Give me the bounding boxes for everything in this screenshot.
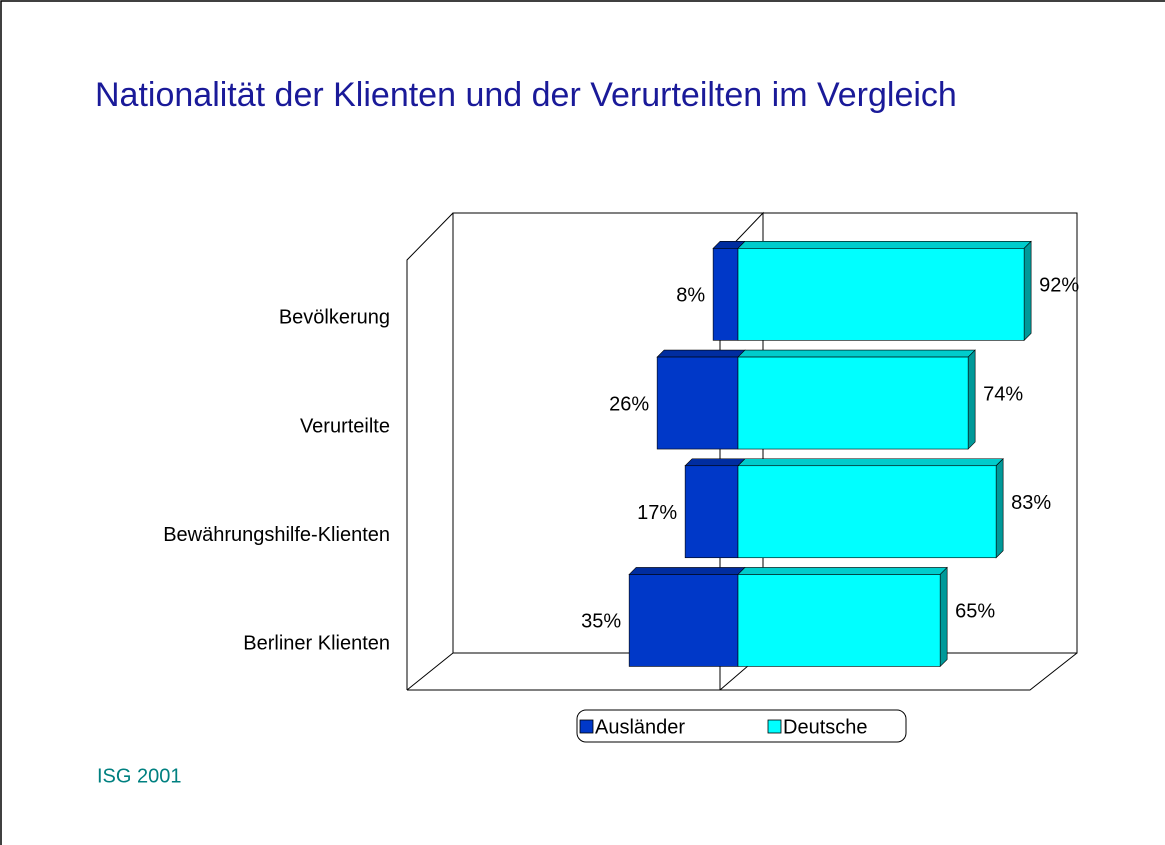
data-label: 35%: [581, 611, 621, 633]
data-label: 26%: [609, 393, 649, 415]
bar: [737, 356, 969, 450]
data-label: 83%: [1011, 492, 1051, 514]
bar-top: [656, 349, 746, 358]
y-tick-label: Verurteilte: [300, 415, 390, 437]
legend-box: [576, 709, 907, 743]
data-label: 92%: [1039, 275, 1079, 297]
bar: [737, 248, 1025, 341]
bar-top: [737, 241, 1032, 249]
legend-label: Deutsche: [783, 716, 868, 738]
bar-side: [1023, 240, 1032, 342]
bar: [712, 248, 739, 341]
chart-title: Nationalität der Klienten und der Verurt…: [95, 76, 957, 114]
legend-label: Ausländer: [595, 716, 685, 738]
legend-swatch: [767, 719, 782, 734]
legend-swatch: [579, 719, 594, 734]
bar-top: [737, 349, 976, 358]
bar-top: [737, 458, 1004, 467]
y-tick-label: Berliner Klienten: [243, 633, 390, 655]
bar-side: [939, 566, 948, 668]
bar: [737, 465, 997, 559]
y-tick-label: Bewährungshilfe-Klienten: [163, 524, 390, 546]
data-label: 17%: [637, 502, 677, 524]
y-tick-label: Bevölkerung: [279, 307, 390, 329]
bar: [684, 465, 739, 559]
data-label: 65%: [955, 601, 995, 623]
bar-side: [995, 458, 1004, 559]
bar: [628, 574, 739, 667]
data-label: 74%: [983, 383, 1023, 405]
source-note: ISG 2001: [97, 765, 182, 787]
bar-side: [967, 349, 976, 450]
bar: [737, 574, 941, 667]
bar-top: [684, 458, 746, 467]
bar-top: [628, 567, 746, 575]
bar: [656, 356, 739, 450]
data-label: 8%: [676, 285, 705, 307]
bar-top: [737, 567, 948, 575]
